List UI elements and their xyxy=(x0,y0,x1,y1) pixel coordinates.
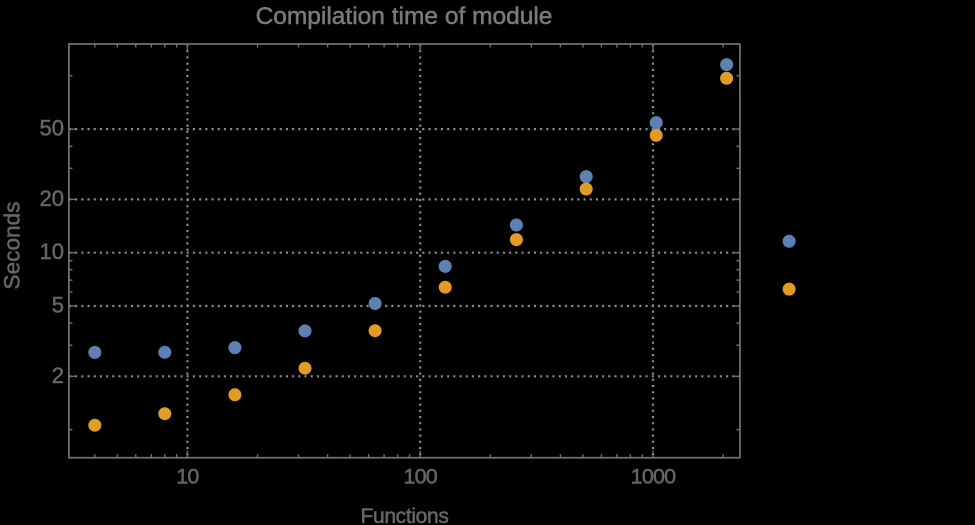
svg-text:Compilation time of module: Compilation time of module xyxy=(256,3,553,30)
svg-text:50: 50 xyxy=(40,116,64,141)
svg-text:20: 20 xyxy=(40,186,64,211)
svg-text:Functions: Functions xyxy=(361,505,449,525)
svg-text:10: 10 xyxy=(176,465,199,489)
svg-text:100: 100 xyxy=(403,465,437,489)
svg-text:1000: 1000 xyxy=(631,465,676,489)
svg-text:2: 2 xyxy=(52,363,64,388)
svg-text:Seconds: Seconds xyxy=(0,202,25,290)
svg-text:10: 10 xyxy=(40,239,64,264)
svg-text:5: 5 xyxy=(52,293,64,318)
